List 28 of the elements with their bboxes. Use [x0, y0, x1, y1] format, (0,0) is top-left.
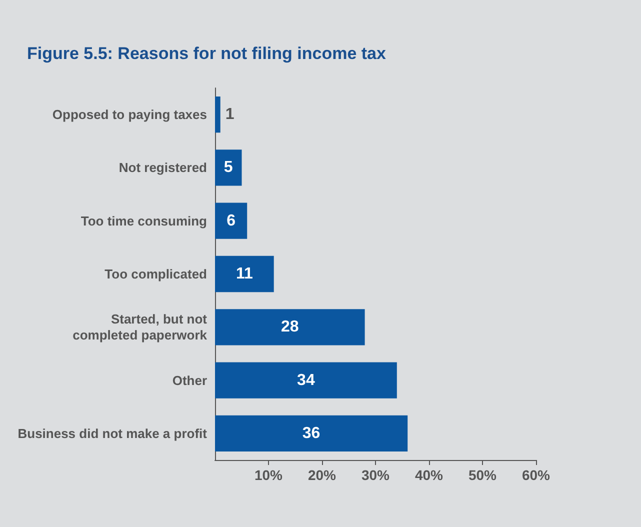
data-label: 11: [236, 266, 253, 282]
bar: [215, 150, 242, 186]
x-tick-label: 60%: [522, 467, 551, 483]
data-label: 1: [225, 106, 234, 124]
data-label: 34: [297, 372, 315, 389]
y-tick-label: Opposed to paying taxes: [52, 107, 207, 122]
x-tick-label: 40%: [414, 467, 444, 483]
x-tick-label: 50%: [468, 467, 498, 483]
y-tick-label: Too complicated: [104, 266, 208, 282]
bar: [215, 362, 397, 398]
x-tick-label: 20%: [308, 467, 337, 483]
bar: [215, 96, 220, 133]
data-label: 36: [302, 424, 320, 442]
x-tick-label: 30%: [361, 467, 390, 483]
data-label: 28: [281, 318, 299, 336]
y-tick-label: Other: [172, 372, 207, 388]
y-tick-label: Started, but not completed paperwork: [72, 312, 208, 343]
bar: [215, 309, 365, 346]
y-tick-label: Business did not make a profit: [18, 426, 208, 441]
y-tick-label: Not registered: [118, 160, 208, 176]
data-label: 5: [224, 159, 233, 176]
data-label: 6: [226, 212, 236, 230]
x-tick-label: 10%: [254, 467, 284, 483]
chart-title: Figure 5.5: Reasons for not filing income tax: [27, 44, 386, 63]
bar: [215, 415, 408, 452]
bar: [215, 256, 274, 292]
y-tick-label: Too time consuming: [80, 213, 208, 228]
bar: [215, 202, 248, 239]
